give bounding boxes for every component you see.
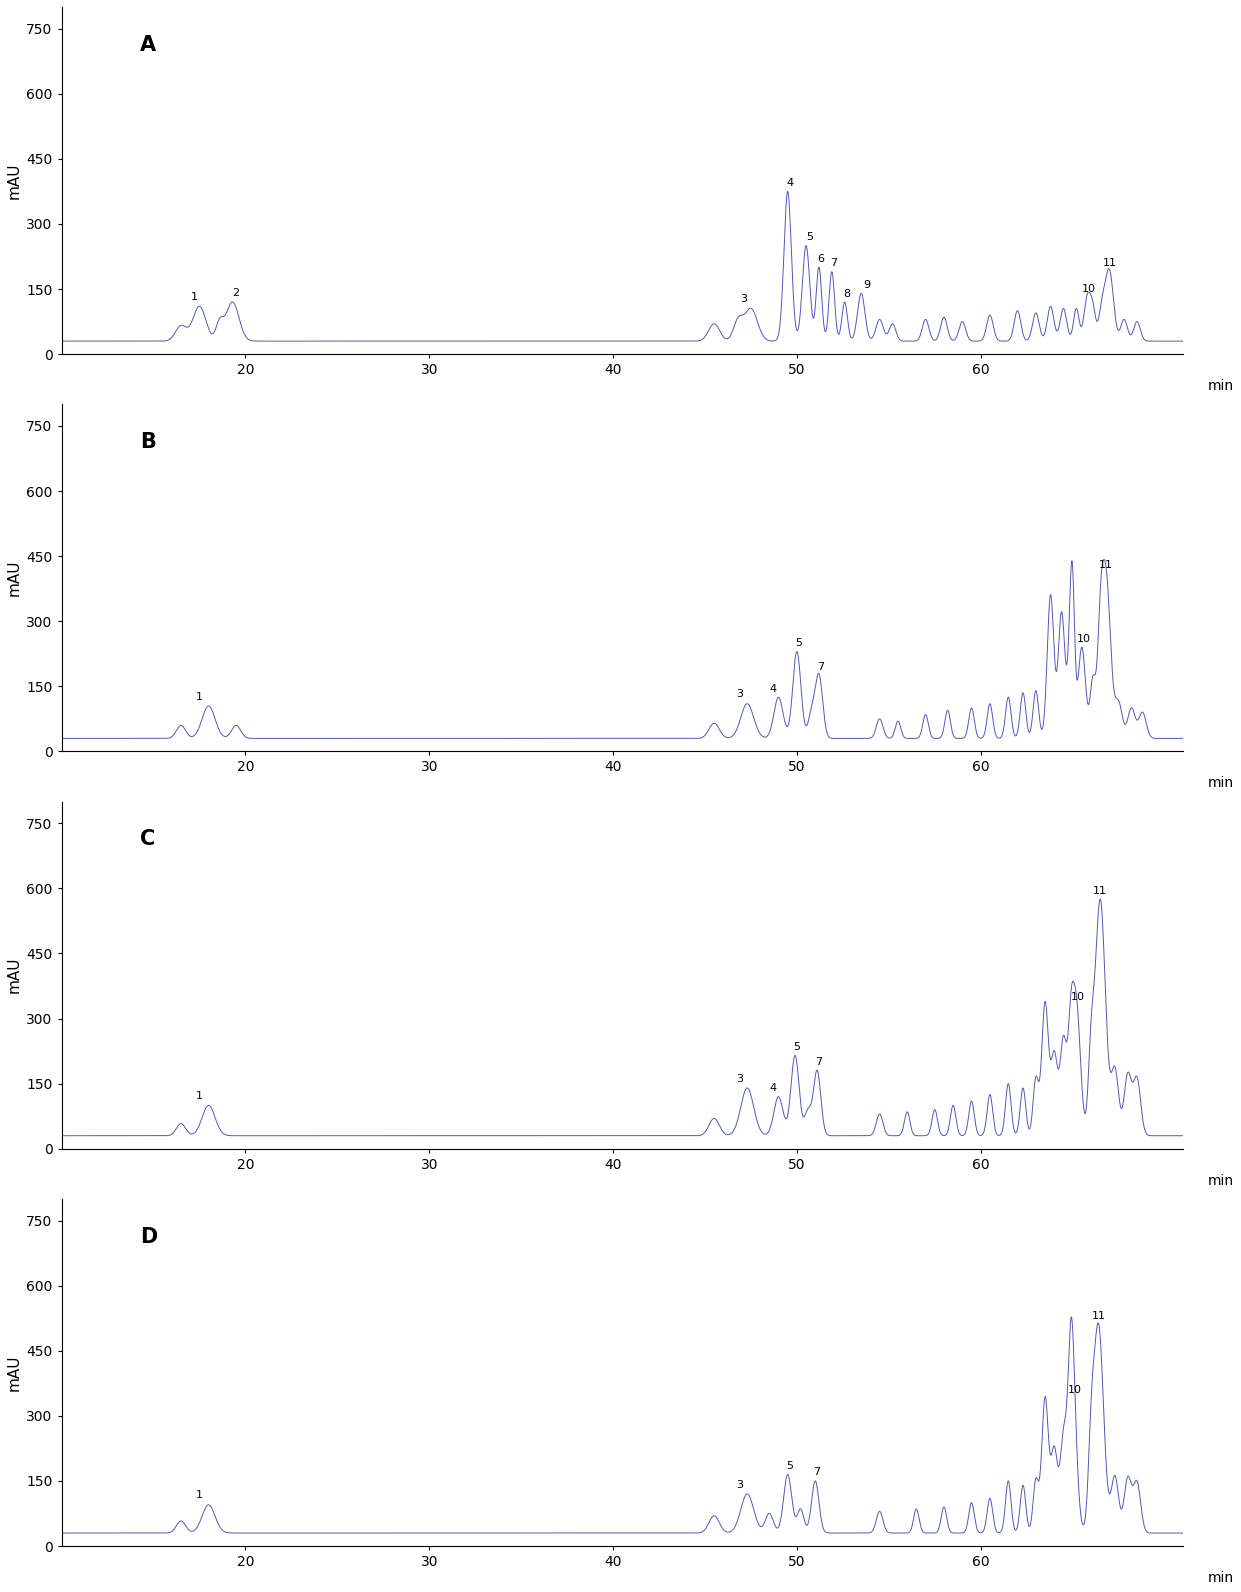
Text: min: min	[1207, 379, 1234, 393]
Text: 10: 10	[1077, 634, 1091, 643]
Text: 11: 11	[1098, 560, 1113, 570]
Text: 10: 10	[1082, 285, 1096, 295]
Text: 7: 7	[814, 1468, 820, 1477]
Y-axis label: mAU: mAU	[7, 162, 22, 199]
Text: min: min	[1207, 1173, 1234, 1188]
Text: C: C	[140, 829, 155, 849]
Text: 1: 1	[196, 1091, 202, 1102]
Text: 6: 6	[818, 253, 824, 264]
Text: 1: 1	[196, 691, 202, 702]
Text: 4: 4	[769, 683, 777, 694]
Text: 3: 3	[736, 1073, 743, 1084]
Y-axis label: mAU: mAU	[7, 957, 22, 993]
Text: 8: 8	[843, 288, 850, 299]
Text: 11: 11	[1091, 1312, 1106, 1321]
Text: 11: 11	[1102, 258, 1117, 267]
Text: 2: 2	[232, 288, 240, 298]
Text: 7: 7	[830, 258, 838, 267]
Y-axis label: mAU: mAU	[7, 1355, 22, 1391]
Text: 1: 1	[190, 291, 197, 302]
Text: 4: 4	[769, 1083, 777, 1094]
Text: 5: 5	[795, 638, 802, 648]
Text: 3: 3	[740, 295, 747, 304]
Text: A: A	[140, 35, 156, 54]
Text: 5: 5	[807, 232, 813, 242]
Text: min: min	[1207, 777, 1234, 791]
Text: 11: 11	[1093, 885, 1107, 896]
Text: 3: 3	[736, 689, 743, 699]
Text: 5: 5	[786, 1461, 793, 1471]
Text: 4: 4	[786, 178, 793, 188]
Text: D: D	[140, 1227, 158, 1247]
Y-axis label: mAU: mAU	[7, 560, 22, 595]
Text: 1: 1	[196, 1490, 202, 1501]
Text: 3: 3	[736, 1479, 743, 1490]
Text: min: min	[1207, 1571, 1234, 1586]
Text: 9: 9	[864, 280, 870, 290]
Text: 10: 10	[1071, 992, 1085, 1001]
Text: 7: 7	[815, 1057, 823, 1067]
Text: 5: 5	[793, 1043, 800, 1052]
Text: B: B	[140, 431, 156, 452]
Text: 7: 7	[818, 662, 824, 672]
Text: 10: 10	[1067, 1385, 1081, 1395]
